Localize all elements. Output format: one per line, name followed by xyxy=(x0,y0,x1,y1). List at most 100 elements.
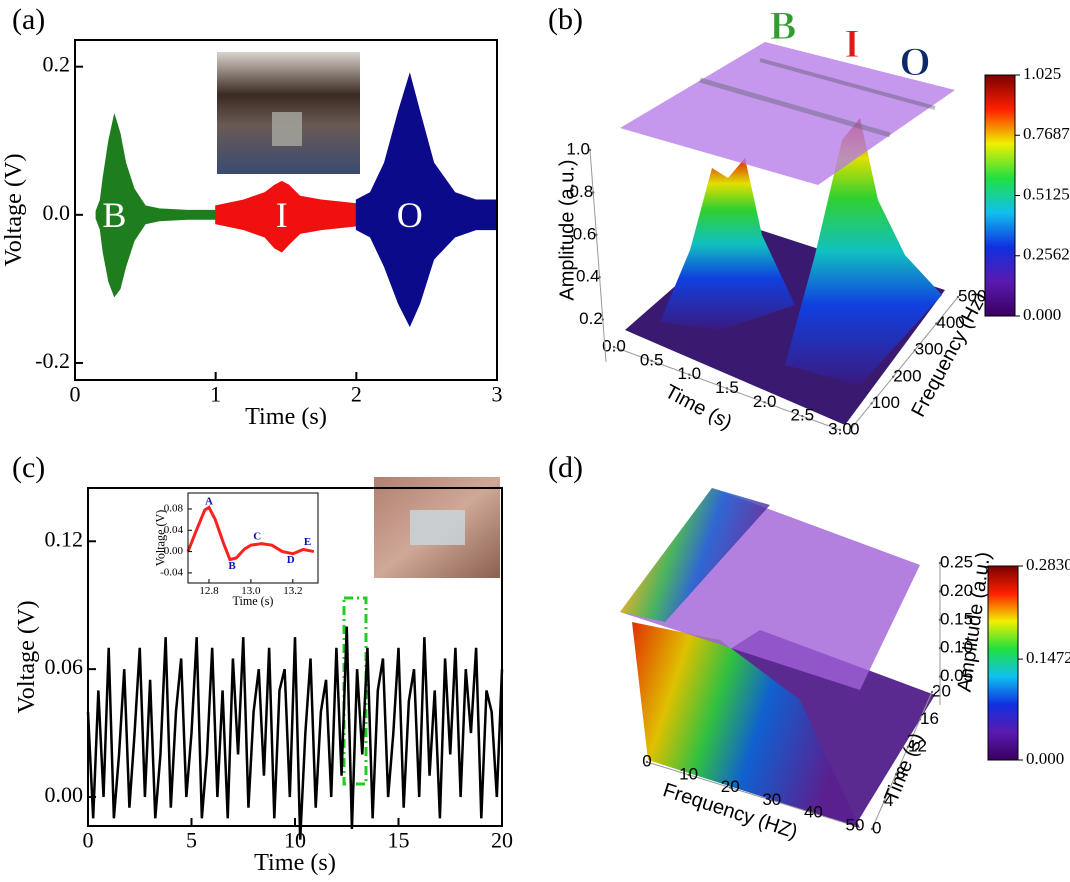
y-axis xyxy=(871,691,933,830)
x-tick-label: 0.5 xyxy=(640,350,664,369)
panel-label: (a) xyxy=(12,3,45,36)
y-tick xyxy=(882,800,886,803)
x-tick-label: 2.5 xyxy=(791,406,815,425)
signal-band xyxy=(355,72,498,328)
x-axis xyxy=(646,761,856,827)
z-tick-label: 1.0 xyxy=(566,139,590,158)
x-tick-label: 3 xyxy=(492,382,503,407)
x-tick-label: 0.0 xyxy=(602,336,626,355)
series-label: I xyxy=(276,195,288,235)
z-tick xyxy=(938,675,942,678)
signal-line xyxy=(186,505,315,562)
y-tick-label: 0.00 xyxy=(164,545,184,557)
z-tick-label: 0.25 xyxy=(940,552,973,571)
sensor xyxy=(272,112,302,146)
z-tick xyxy=(592,191,595,194)
x-tick-label: 12.8 xyxy=(199,585,219,597)
x-tick xyxy=(612,345,616,349)
y-tick-label: 0.00 xyxy=(45,782,84,807)
y-tick xyxy=(906,745,910,748)
y-tick-label: 100 xyxy=(872,393,900,412)
y-tick-label: 300 xyxy=(915,340,943,359)
signal-line xyxy=(86,626,504,840)
x-tick xyxy=(687,773,690,776)
z-tick xyxy=(938,647,942,650)
y-axis-label: Voltage (V) xyxy=(0,153,27,266)
colorbar-tick-label: 0.1472 xyxy=(1026,648,1070,667)
y-tick-label: 16 xyxy=(920,709,939,728)
z-tick-label: 0.15 xyxy=(940,609,973,628)
z-tick-label: 0.4 xyxy=(576,267,600,286)
x-tick xyxy=(729,786,732,789)
x-tick-label: 30 xyxy=(762,790,781,809)
x-tick xyxy=(763,401,766,404)
x-axis-label: Time (s) xyxy=(233,594,274,608)
x-tick-label: 20 xyxy=(491,828,513,853)
x-tick-label: 50 xyxy=(846,815,865,834)
z-tick-label: 0.20 xyxy=(940,581,973,600)
y-axis xyxy=(849,296,959,431)
y-tick xyxy=(894,773,898,776)
x-tick xyxy=(645,760,649,764)
colorbar-tick-label: 0.5125 xyxy=(1023,184,1070,203)
z-axis-label: Amplitude (a.u.) xyxy=(556,159,578,300)
panel-label: (c) xyxy=(12,451,45,484)
z-tick xyxy=(938,618,942,621)
y-tick xyxy=(870,827,874,831)
z-tick xyxy=(598,276,601,279)
y-tick-label: 8 xyxy=(896,764,905,783)
panel-label: (b) xyxy=(548,3,583,36)
x-tick-label: 2 xyxy=(351,382,362,407)
x-tick xyxy=(853,824,857,828)
y-tick-label: 400 xyxy=(936,313,964,332)
point-label: C xyxy=(253,531,261,543)
plot-frame xyxy=(187,492,319,584)
x-tick xyxy=(770,799,773,802)
z-tick xyxy=(601,318,604,321)
x-tick-label: 13.2 xyxy=(283,585,302,597)
x-tick-label: 15 xyxy=(388,828,410,853)
colorbar-tick-label: 0.000 xyxy=(1023,305,1061,324)
y-tick xyxy=(913,349,916,352)
point-label: B xyxy=(228,560,236,572)
x-tick xyxy=(725,387,729,390)
plot-frame xyxy=(74,39,498,381)
y-tick-label: 0.12 xyxy=(45,526,84,551)
y-tick-label: 20 xyxy=(932,681,951,700)
y-tick xyxy=(848,428,852,432)
y-axis-label: Voltage (V) xyxy=(13,600,40,713)
x-tick-label: 1 xyxy=(210,382,221,407)
x-axis-label: Time (s) xyxy=(254,849,336,876)
z-tick-label: 0.05 xyxy=(940,666,973,685)
x-tick-label: 0 xyxy=(642,751,651,770)
x-tick xyxy=(801,414,804,418)
point-label: D xyxy=(287,554,295,566)
surface-b xyxy=(620,42,955,425)
y-tick-label: 500 xyxy=(958,286,986,305)
point-label: E xyxy=(304,536,311,548)
y-tick xyxy=(935,322,938,325)
z-tick-label: 0.10 xyxy=(940,638,973,657)
x-tick-label: 0 xyxy=(70,382,81,407)
y-tick xyxy=(930,690,934,694)
x-tick-label: 20 xyxy=(721,777,740,796)
x-tick-label: 1.5 xyxy=(715,378,739,397)
y-tick-label: 12 xyxy=(908,736,927,755)
y-tick-label: -0.2 xyxy=(35,348,70,373)
y-tick-label: 0 xyxy=(850,419,859,438)
y-tick-label: 0.08 xyxy=(164,503,184,515)
surface-d xyxy=(620,488,935,828)
y-tick xyxy=(956,295,960,299)
colorbar-tick-label: 0.2562 xyxy=(1023,245,1070,264)
series-label: B xyxy=(102,195,126,235)
y-tick-label: 4 xyxy=(884,791,893,810)
z-axis xyxy=(589,149,607,363)
colorbar-tick-label: 0.2830 xyxy=(1026,555,1070,574)
y-tick xyxy=(918,718,922,721)
z-tick-label: 0.8 xyxy=(570,182,594,201)
y-axis-label: Voltage (V) xyxy=(153,510,167,567)
x-tick-label: 1.0 xyxy=(678,364,702,383)
x-tick xyxy=(838,428,842,432)
x-tick-label: 40 xyxy=(804,803,823,822)
